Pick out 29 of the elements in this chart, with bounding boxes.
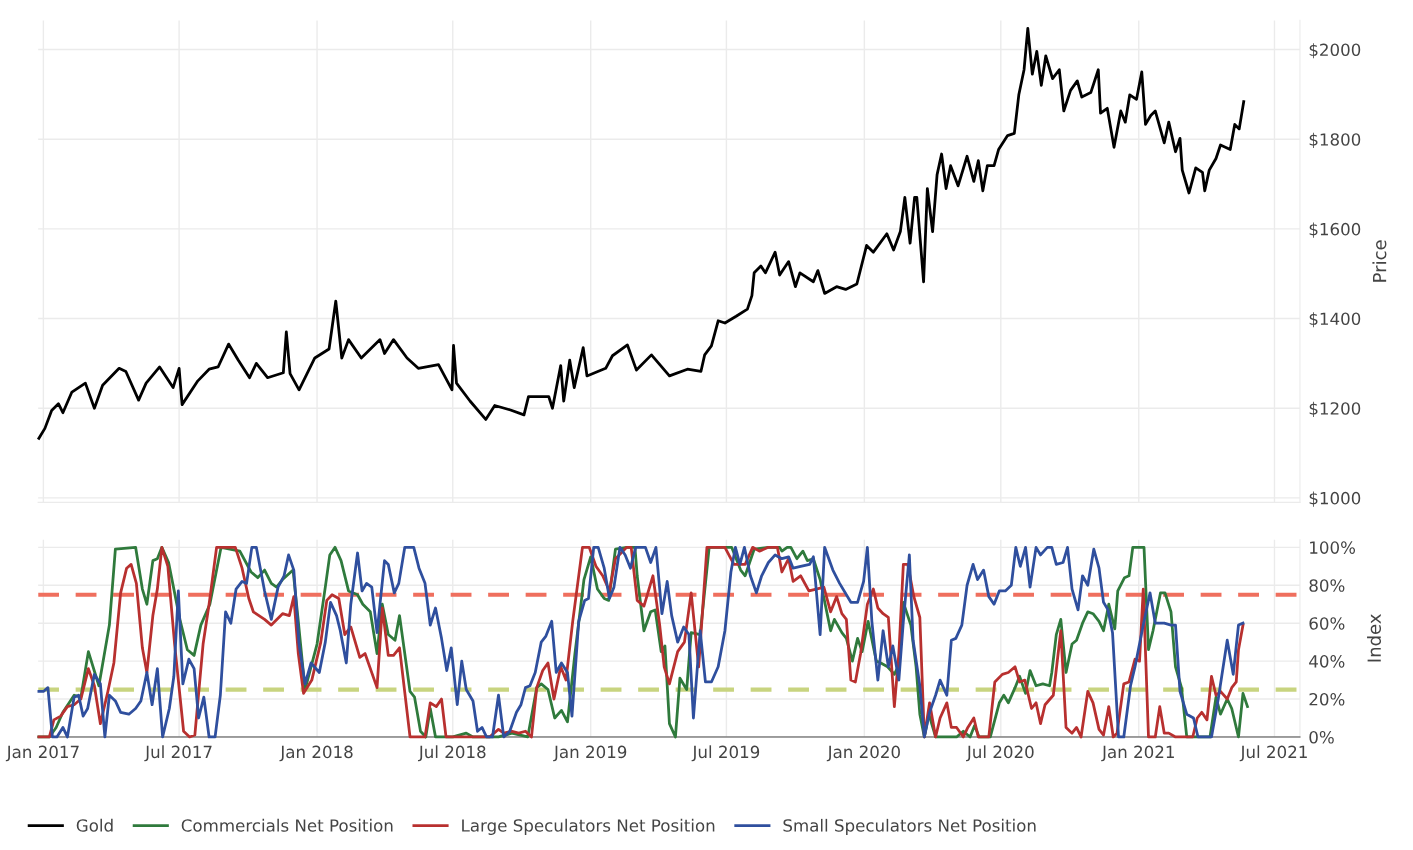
- y-tick-label: $1600: [1309, 222, 1361, 238]
- x-tick-label: Jul 2019: [691, 745, 760, 762]
- y-axis-title: Index: [1367, 614, 1382, 662]
- legend-label: Small Speculators Net Position: [783, 818, 1036, 835]
- y-tick-label: $1200: [1309, 401, 1361, 417]
- y-tick-label: 60%: [1309, 617, 1345, 630]
- x-tick-label: Jul 2020: [966, 745, 1034, 762]
- legend-label: Commercials Net Position: [181, 818, 393, 832]
- y-tick-label: $2000: [1309, 43, 1361, 59]
- y-tick-label: 80%: [1309, 579, 1345, 592]
- x-tick-label: Jan 2020: [826, 745, 900, 762]
- y-tick-label: 100%: [1310, 541, 1356, 554]
- line-series: [37, 27, 1246, 440]
- y-tick-label: 20%: [1309, 692, 1345, 706]
- legend-label: Large Speculators Net Position: [462, 818, 715, 835]
- x-tick-label: Jul 2018: [417, 745, 486, 762]
- y-tick-label: $1000: [1309, 491, 1361, 507]
- y-tick-label: $1800: [1309, 132, 1361, 148]
- y-axis-title: Price: [1372, 240, 1387, 282]
- legend-label: Gold: [76, 818, 113, 832]
- x-tick-label: Jan 2021: [1101, 745, 1174, 762]
- x-tick-label: Jan 2019: [553, 745, 627, 762]
- y-tick-label: 40%: [1309, 655, 1345, 668]
- x-tick-label: Jul 2021: [1239, 745, 1307, 762]
- x-tick-label: Jan 2018: [279, 745, 353, 762]
- x-tick-label: Jul 2017: [144, 745, 212, 762]
- y-tick-label: 0%: [1309, 730, 1334, 744]
- x-tick-label: Jan 2017: [5, 745, 79, 762]
- y-tick-label: $1400: [1309, 312, 1361, 328]
